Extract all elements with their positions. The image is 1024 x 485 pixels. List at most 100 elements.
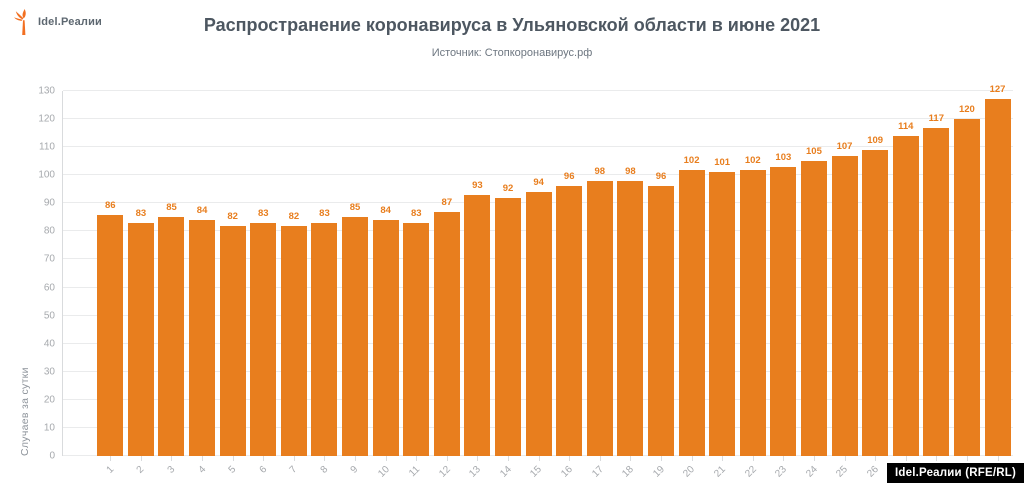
x-axis-tick-label: 23 <box>773 464 790 480</box>
bar-day-8[interactable] <box>311 222 338 456</box>
bar-value-label: 96 <box>563 171 575 183</box>
bar-day-29[interactable] <box>953 119 980 456</box>
bar-value-label: 107 <box>836 140 853 152</box>
y-axis-tick-label: 100 <box>38 169 55 181</box>
x-axis-tick <box>538 456 540 461</box>
y-axis-tick-label: 130 <box>38 85 55 97</box>
bar-slot: 109 26 <box>860 91 891 480</box>
bar-day-2[interactable] <box>127 222 154 456</box>
x-axis-tick <box>875 456 877 461</box>
bar-value-label: 105 <box>806 146 822 158</box>
gridline <box>63 90 1013 91</box>
bar-value-label: 101 <box>714 157 731 169</box>
bar-day-16[interactable] <box>556 186 583 456</box>
idel-realii-logo[interactable]: Idel.Реалии <box>14 9 102 35</box>
bar-slot: 103 23 <box>768 91 799 480</box>
bar-slot: 84 10 <box>370 91 401 480</box>
x-axis-tick-label: 15 <box>528 464 545 480</box>
x-axis-tick-label: 4 <box>196 464 208 476</box>
bar-value-label: 94 <box>533 177 544 189</box>
bar-day-14[interactable] <box>495 197 522 456</box>
x-axis-tick <box>385 456 387 461</box>
y-axis-tick-label: 120 <box>38 113 55 125</box>
bar-slot: 83 11 <box>401 91 432 479</box>
bar-day-9[interactable] <box>342 217 369 456</box>
x-axis-tick-label: 25 <box>834 464 851 480</box>
bar-day-27[interactable] <box>892 135 919 456</box>
bar-day-7[interactable] <box>280 225 307 456</box>
x-axis-tick-label: 2 <box>134 464 147 476</box>
y-axis-tick-label: 20 <box>43 394 55 406</box>
x-axis-tick <box>355 456 357 461</box>
bar-day-1[interactable] <box>97 214 124 456</box>
x-axis-tick-label: 16 <box>559 464 575 480</box>
bar-day-21[interactable] <box>709 172 736 456</box>
x-axis-tick <box>966 456 968 461</box>
bar-slot: 94 15 <box>523 91 554 480</box>
y-axis-tick-label: 40 <box>43 338 55 350</box>
bar-value-label: 93 <box>472 179 483 191</box>
x-axis-tick <box>752 456 754 461</box>
x-axis-tick-label: 19 <box>651 464 667 480</box>
y-axis-tick-label: 110 <box>39 141 55 153</box>
bar-day-20[interactable] <box>678 169 705 456</box>
bar-slot: 84 4 <box>187 91 218 476</box>
bar-day-4[interactable] <box>189 220 216 456</box>
y-axis-tick-label: 80 <box>43 225 55 237</box>
bar-day-25[interactable] <box>831 155 858 456</box>
bar-day-17[interactable] <box>586 180 613 456</box>
bar-day-6[interactable] <box>250 222 277 456</box>
bar-day-12[interactable] <box>433 211 460 456</box>
x-axis-tick-label: 8 <box>318 464 331 476</box>
bar-day-26[interactable] <box>862 149 889 456</box>
bar-day-24[interactable] <box>800 161 827 456</box>
x-axis-tick <box>997 456 999 461</box>
bar-value-label: 114 <box>898 120 914 132</box>
bar-value-label: 98 <box>594 165 606 177</box>
bar-slot: 83 6 <box>248 91 279 476</box>
bar-day-22[interactable] <box>739 169 766 456</box>
bar-value-label: 102 <box>683 154 700 166</box>
x-axis-tick <box>110 456 112 461</box>
watermark-badge: Idel.Реалии (RFE/RL) <box>886 463 1024 483</box>
bar-value-label: 83 <box>319 207 330 219</box>
gridline <box>63 118 1013 120</box>
bar-slot: 96 16 <box>554 91 585 480</box>
y-axis-tick-label: 10 <box>43 422 55 434</box>
bar-day-28[interactable] <box>923 127 950 456</box>
bar-day-15[interactable] <box>525 192 552 456</box>
bar-day-10[interactable] <box>372 220 399 456</box>
bar-day-3[interactable] <box>158 217 185 456</box>
x-axis-tick-label: 17 <box>589 464 606 480</box>
x-axis-tick <box>630 456 632 461</box>
x-axis-tick <box>813 456 815 461</box>
bar-slot: 12029 <box>952 91 983 480</box>
x-axis-tick <box>477 456 479 461</box>
x-axis-tick <box>140 456 142 461</box>
bar-slot: 86 1 <box>95 91 126 476</box>
bar-slot: 101 21 <box>707 91 738 480</box>
x-axis-tick-label: 9 <box>349 464 361 476</box>
bar-day-13[interactable] <box>464 194 491 456</box>
bar-day-5[interactable] <box>219 225 246 456</box>
x-axis-tick <box>416 456 418 461</box>
bar-day-23[interactable] <box>770 166 797 456</box>
bar-value-label: 86 <box>105 199 116 211</box>
bar-value-label: 92 <box>502 182 514 194</box>
bar-day-30[interactable] <box>984 99 1011 456</box>
bars-layer: 86 1 83 2 85 3 84 4 82 5 83 6 82 7 83 8 85 9 84 10 83 11 87 12 9… <box>95 84 1013 480</box>
bar-day-19[interactable] <box>647 186 674 456</box>
y-axis-tick-label: 90 <box>43 197 55 209</box>
bar-value-label: 82 <box>227 210 238 222</box>
x-axis-tick <box>263 456 265 461</box>
bar-slot: 12730 <box>982 84 1013 480</box>
x-axis-tick <box>691 456 693 461</box>
bar-day-18[interactable] <box>617 180 644 456</box>
bar-value-label: 83 <box>135 207 147 219</box>
x-axis-tick <box>324 456 326 461</box>
bar-day-11[interactable] <box>403 222 430 456</box>
gridline <box>63 146 1013 148</box>
x-axis-tick-label: 14 <box>498 464 514 480</box>
bar-value-label: 84 <box>196 205 208 217</box>
bar-slot: 102 20 <box>676 91 707 480</box>
